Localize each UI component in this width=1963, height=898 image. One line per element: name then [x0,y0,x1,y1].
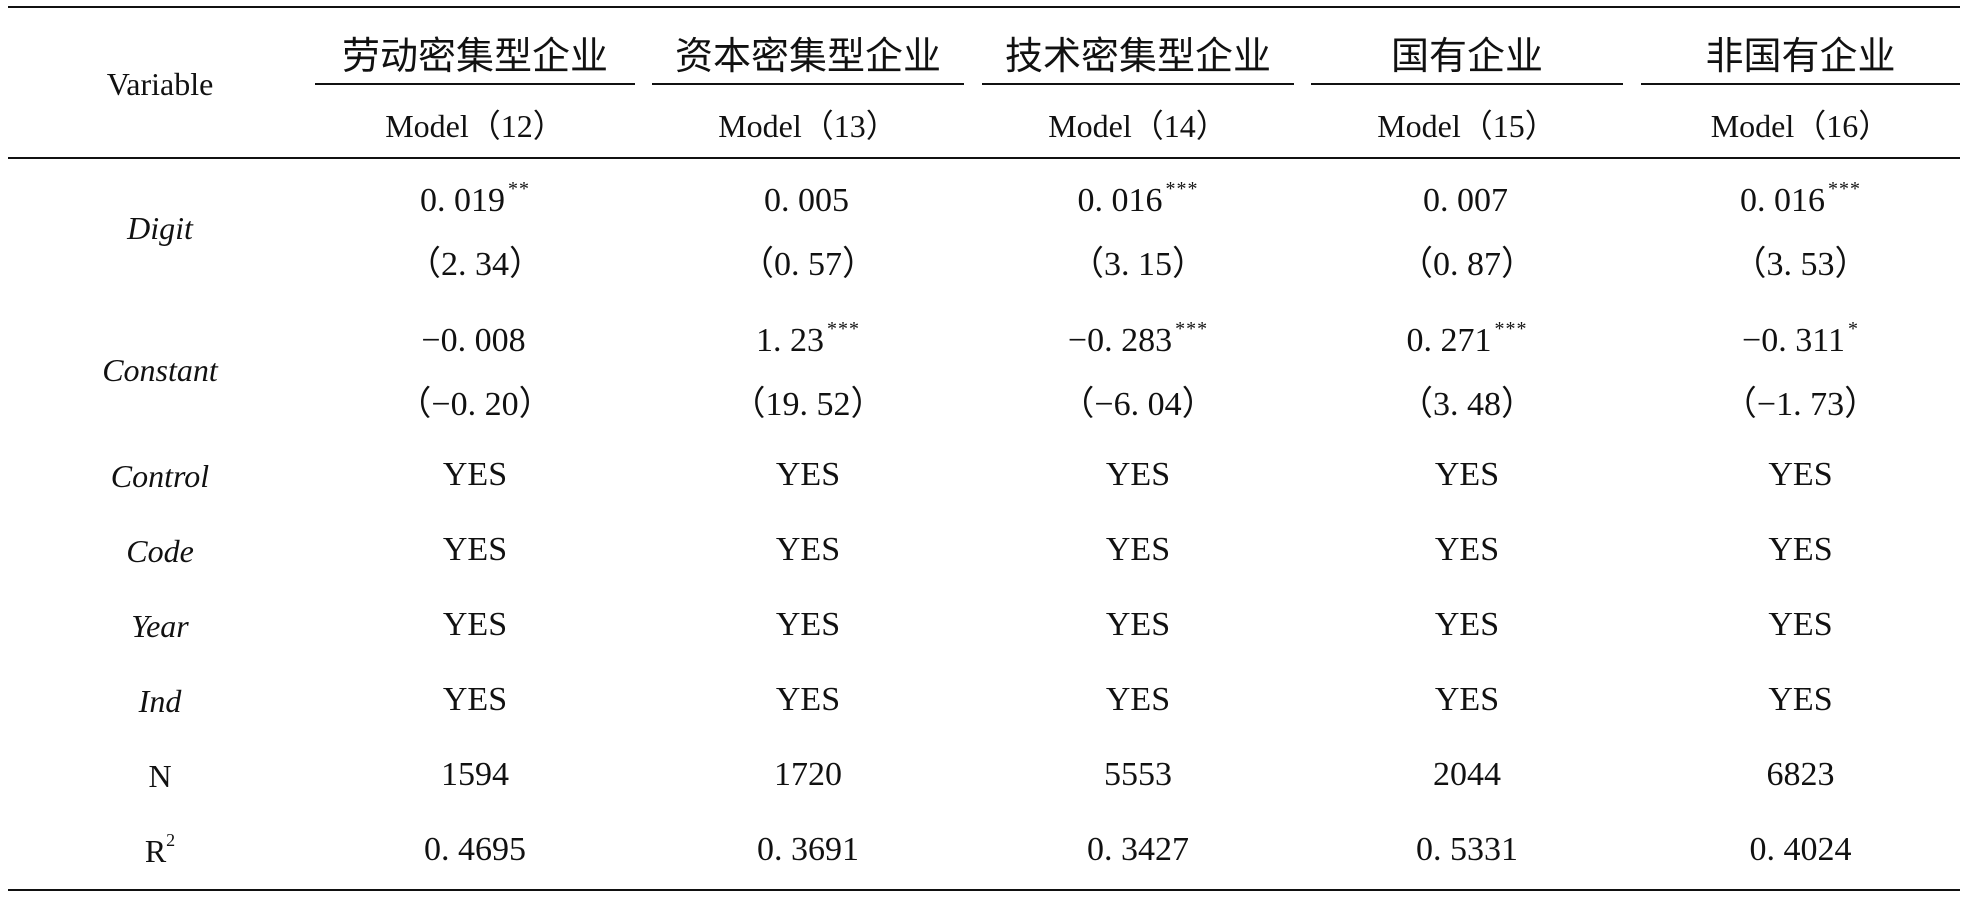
group-underline-4 [1311,83,1623,85]
bottom-rule [8,889,1960,891]
control-value-4: YES [1434,456,1500,493]
r2-value-1: 0. 4695 [424,831,526,868]
constant-t-1: （−0. 20） [397,386,553,423]
group-underline-1 [315,83,635,85]
group-header-3: 技术密集型企业 [1004,36,1271,78]
ind-value-1: YES [442,681,508,718]
group-underline-2 [652,83,964,85]
row-label-digit: Digit [127,210,193,246]
digit-t-2: （0. 57） [740,246,876,283]
n-value-3: 5553 [1104,756,1172,793]
digit-coef-4: 0. 007 [1423,182,1508,219]
code-value-5: YES [1768,531,1833,568]
ind-value-2: YES [775,681,841,718]
constant-t-4: （3. 48） [1399,386,1535,423]
row-label-control: Control [110,458,210,494]
code-value-1: YES [442,531,508,568]
row-label-constant: Constant [102,352,218,388]
model-header-1: Model（12） [385,108,565,144]
digit-coef-5: 0. 016 *** [1740,178,1861,219]
ind-value-5: YES [1768,681,1833,718]
group-header-4: 国有企业 [1390,36,1543,78]
r2-value-2: 0. 3691 [757,831,859,868]
constant-coef-3: −0. 283 *** [1067,318,1209,359]
year-value-5: YES [1768,606,1833,643]
r2-value-4: 0. 5331 [1416,831,1518,868]
top-rule [8,6,1960,8]
group-underline-5 [1641,83,1960,85]
digit-t-4: （0. 87） [1399,246,1535,283]
year-value-1: YES [442,606,508,643]
digit-coef-1: 0. 019 ** [420,178,530,219]
year-value-4: YES [1434,606,1500,643]
constant-coef-4: 0. 271 *** [1406,318,1528,359]
n-value-4: 2044 [1433,756,1501,793]
digit-t-3: （3. 15） [1070,246,1206,283]
row-label-r2: R2 [144,830,176,869]
control-value-5: YES [1768,456,1833,493]
r2-value-3: 0. 3427 [1087,831,1189,868]
n-value-5: 6823 [1766,756,1835,793]
digit-coef-3: 0. 016 *** [1077,178,1199,219]
row-label-code: Code [126,533,194,569]
digit-t-5: （3. 53） [1732,246,1869,283]
year-value-3: YES [1105,606,1171,643]
constant-coef-2: 1. 23 *** [756,318,860,359]
control-value-3: YES [1105,456,1171,493]
model-header-4: Model（15） [1377,108,1557,144]
header-rule [8,157,1960,159]
model-header-2: Model（13） [718,108,898,144]
group-header-5: 非国有企业 [1705,36,1896,78]
group-underline-3 [982,83,1294,85]
model-header-3: Model（14） [1048,108,1228,144]
constant-t-3: （−6. 04） [1060,386,1216,423]
constant-t-5: （−1. 73） [1722,386,1879,423]
ind-value-4: YES [1434,681,1500,718]
constant-coef-5: −0. 311 * [1742,318,1859,359]
n-value-1: 1594 [441,756,509,793]
ind-value-3: YES [1105,681,1171,718]
constant-t-2: （19. 52） [731,386,885,423]
group-header-1: 劳动密集型企业 [341,36,608,78]
code-value-3: YES [1105,531,1171,568]
model-header-5: Model（16） [1710,108,1891,144]
constant-coef-1: −0. 008 [421,322,526,359]
code-value-2: YES [775,531,841,568]
year-value-2: YES [775,606,841,643]
code-value-4: YES [1434,531,1500,568]
control-value-1: YES [442,456,508,493]
row-label-ind: Ind [138,683,182,719]
n-value-2: 1720 [774,756,842,793]
digit-t-1: （2. 34） [407,246,543,283]
row-label-n: N [148,758,172,794]
control-value-2: YES [775,456,841,493]
r2-value-5: 0. 4024 [1749,831,1852,868]
row-label-year: Year [131,608,189,644]
group-header-2: 资本密集型企业 [674,36,941,78]
variable-header: Variable [106,66,214,102]
digit-coef-2: 0. 005 [764,182,849,219]
